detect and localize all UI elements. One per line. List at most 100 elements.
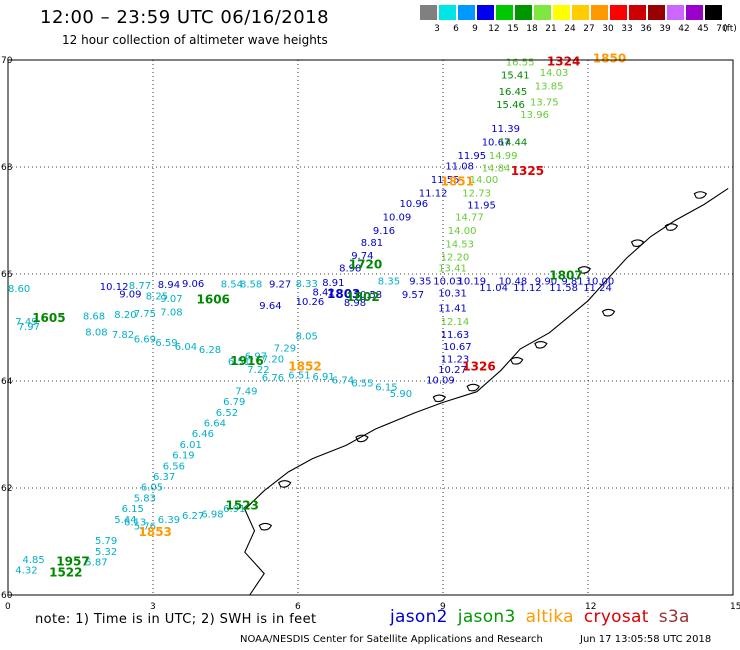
pass-time-label: 1850 <box>593 52 626 66</box>
legend-label: 18 <box>526 24 538 34</box>
wave-height-value: 4.32 <box>15 566 37 577</box>
legend-label: 9 <box>472 24 478 34</box>
wave-height-value: 7.29 <box>274 344 296 355</box>
wave-height-value: 8.54 <box>221 279 243 290</box>
legend-swatch <box>629 5 646 20</box>
legend-swatch <box>439 5 456 20</box>
wave-height-value: 7.75 <box>134 309 156 320</box>
legend-label: 6 <box>453 24 459 34</box>
wave-height-value: 11.12 <box>419 188 448 199</box>
pass-time-label: 1522 <box>49 565 82 579</box>
wave-height-value: 5.83 <box>134 493 156 504</box>
wave-height-value: 11.23 <box>441 354 470 365</box>
wave-height-value: 8.25 <box>146 292 168 303</box>
wave-height-value: 8.60 <box>8 284 30 295</box>
legend-label: 27 <box>583 24 595 34</box>
island-outline <box>630 239 645 247</box>
lon-tick-label: 9 <box>440 602 446 612</box>
wave-height-value: 5.87 <box>85 558 107 569</box>
pass-time-label: 1853 <box>139 525 172 539</box>
wave-height-value: 14.03 <box>540 68 569 79</box>
wave-height-value: 10.00 <box>586 277 615 288</box>
island-outline <box>534 341 548 349</box>
wave-height-value: 6.69 <box>134 335 156 346</box>
wave-height-value: 6.91 <box>223 504 245 515</box>
wave-height-value: 8.58 <box>240 279 262 290</box>
wave-height-value: 5.76 <box>134 522 156 533</box>
wave-height-value: 10.26 <box>296 297 325 308</box>
wave-height-value: 10.48 <box>499 277 528 288</box>
wave-height-value: 9.16 <box>373 226 395 237</box>
wave-height-value: 6.76 <box>262 373 284 384</box>
pass-time-label: 1324 <box>547 54 580 68</box>
mission-label-altika: altika <box>525 607 574 627</box>
wave-height-value: 8.33 <box>296 279 318 290</box>
map-title: 12:00 – 23:59 UTC 06/16/2018 <box>40 7 330 28</box>
wave-height-value: 12.14 <box>441 317 470 328</box>
wave-height-value: 10.67 <box>443 342 472 353</box>
wave-height-value: 7.20 <box>262 354 284 365</box>
wave-height-value: 9.35 <box>409 277 431 288</box>
wave-height-value: 12.20 <box>441 253 470 264</box>
wave-height-value: 6.19 <box>172 451 194 462</box>
legend-swatch <box>477 5 494 20</box>
wave-height-value: 7.08 <box>160 308 182 319</box>
pass-time-label: 1523 <box>226 498 259 512</box>
wave-height-value: 5.79 <box>95 536 117 547</box>
wave-height-value: 8.05 <box>296 331 318 342</box>
wave-height-value: 10.19 <box>458 277 487 288</box>
island-outline <box>355 434 369 443</box>
wave-height-value: 9.81 <box>561 277 583 288</box>
legend-label: 30 <box>602 24 614 34</box>
wave-height-value: 6.13 <box>124 518 146 529</box>
wave-height-value: 10.12 <box>100 282 129 293</box>
island-outline <box>693 191 708 199</box>
wave-height-value: 9.90 <box>535 277 557 288</box>
wave-height-value: 10.09 <box>383 213 412 224</box>
wave-height-value: 6.56 <box>163 461 185 472</box>
wave-height-value: 6.15 <box>122 504 144 515</box>
wave-height-value: 13.85 <box>535 81 564 92</box>
island-outline <box>601 308 616 317</box>
island-outline <box>432 394 447 403</box>
legend-label: 33 <box>621 24 633 34</box>
wave-height-value: 6.15 <box>375 383 397 394</box>
wave-height-value: 4.85 <box>23 555 45 566</box>
legend-label: 21 <box>545 24 557 34</box>
wave-height-value: 6.51 <box>228 357 250 368</box>
lon-tick-label: 3 <box>150 602 156 612</box>
wave-height-value: 8.94 <box>158 280 180 291</box>
wave-height-value: 9.27 <box>269 279 291 290</box>
wave-height-value: 11.58 <box>549 283 578 294</box>
legend-swatch <box>610 5 627 20</box>
wave-height-value: 8.91 <box>322 278 344 289</box>
wave-height-value: 15.41 <box>501 71 530 82</box>
pass-time-label: 1851 <box>441 175 474 189</box>
wave-height-value: 11.55 <box>431 175 460 186</box>
wave-height-value: 11.24 <box>583 283 612 294</box>
wave-height-value: 15.46 <box>496 100 525 111</box>
wave-height-value: 11.04 <box>479 283 508 294</box>
pass-time-label: 1606 <box>197 292 230 306</box>
legend-swatch <box>686 5 703 20</box>
wave-height-value: 6.46 <box>192 429 214 440</box>
legend-label: 42 <box>678 24 690 34</box>
lat-tick-label: 62 <box>1 484 12 494</box>
legend-label: 24 <box>564 24 576 34</box>
wave-height-value: 10.09 <box>426 376 455 387</box>
wave-height-value: 14.77 <box>455 213 484 224</box>
wave-height-value: 6.04 <box>175 342 197 353</box>
mission-label-s3a: s3a <box>658 607 690 627</box>
wave-height-value: 6.37 <box>153 472 175 483</box>
wave-height-value: 6.05 <box>141 483 163 494</box>
island-outline <box>258 522 273 531</box>
wave-height-value: 6.27 <box>182 511 204 522</box>
wave-height-value: 14.53 <box>445 239 474 250</box>
footnote: note: 1) Time is in UTC; 2) SWH is in fe… <box>35 612 317 627</box>
legend-label: 39 <box>659 24 671 34</box>
wave-height-value: 8.98 <box>344 298 366 309</box>
wave-height-value: 6.59 <box>155 338 177 349</box>
wave-height-value: 8.77 <box>129 281 151 292</box>
wave-height-value: 11.39 <box>491 124 520 135</box>
